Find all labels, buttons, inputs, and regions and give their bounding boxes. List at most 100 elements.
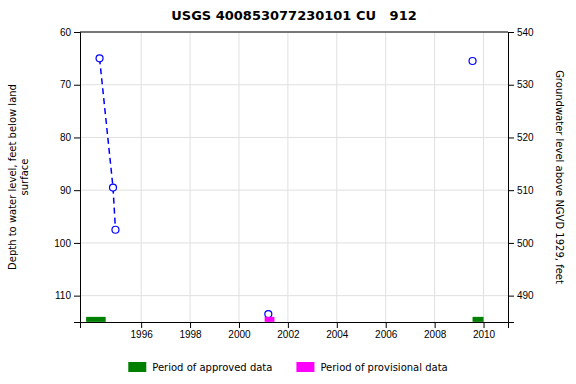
- tick-mark: [74, 85, 80, 86]
- title: USGS 400853077230101 CU 912: [171, 8, 417, 23]
- tick-label: 540: [517, 27, 534, 38]
- grid-line-x: [434, 32, 435, 322]
- tick: 70: [60, 79, 80, 90]
- tick-label: 70: [60, 79, 72, 90]
- tick-label: 1998: [179, 329, 202, 340]
- tick: 500: [508, 238, 534, 249]
- legend-label: Period of provisional data: [320, 362, 447, 373]
- tick-mark: [74, 190, 80, 191]
- grid-line-y: [80, 84, 508, 85]
- frame: [80, 32, 508, 33]
- tick-label: 2006: [375, 329, 398, 340]
- tick-label: 520: [517, 132, 534, 143]
- tick: 540: [508, 27, 534, 38]
- y-axis-line: [74, 33, 81, 323]
- tick-label: 2002: [277, 329, 300, 340]
- tick-label: 2010: [473, 329, 496, 340]
- point: [469, 58, 476, 65]
- period-bar: [473, 317, 484, 322]
- grid-line-y: [80, 137, 508, 138]
- tick: 2004: [326, 322, 349, 340]
- grid-line-x: [238, 32, 239, 322]
- tick-label: 100: [54, 238, 71, 249]
- tick: 2008: [424, 322, 447, 340]
- tick-mark: [337, 322, 338, 328]
- points: [96, 55, 476, 318]
- grid-line-y: [80, 242, 508, 243]
- tick: 490: [508, 290, 534, 301]
- tick-mark: [74, 32, 80, 33]
- point: [112, 226, 119, 233]
- tick-label: 1996: [131, 329, 154, 340]
- grid-line-x: [141, 32, 142, 322]
- tick-mark: [74, 243, 80, 244]
- tick-label: 500: [517, 238, 534, 249]
- tick-label: 2004: [326, 329, 349, 340]
- point: [96, 55, 103, 62]
- point: [265, 311, 272, 318]
- tick-mark: [508, 85, 514, 86]
- legend-label: Period of approved data: [152, 362, 272, 373]
- tick: 60: [60, 27, 80, 38]
- tick-label: 80: [60, 132, 72, 143]
- tick-mark: [508, 243, 514, 244]
- grid-line-x: [385, 32, 386, 322]
- tick: 1998: [179, 322, 202, 340]
- tick: 110: [55, 290, 80, 301]
- series-line: [100, 58, 116, 229]
- tick-mark: [141, 322, 142, 328]
- tick-mark: [508, 190, 514, 191]
- grid-line-x: [287, 32, 288, 322]
- grid-line-x: [336, 32, 337, 322]
- tick: 2002: [277, 322, 300, 340]
- tick-mark: [508, 137, 514, 138]
- tick-mark: [484, 322, 485, 328]
- marks: [86, 55, 483, 322]
- tick-label: 490: [517, 290, 534, 301]
- tick-label: 110: [55, 290, 71, 301]
- tick-mark: [190, 322, 191, 328]
- period-bar: [265, 317, 275, 322]
- legend-swatch: [128, 362, 146, 372]
- plot: 1996 1998 2000 2002 2004 2006 2008 2010 60 70 80 90…: [54, 27, 534, 340]
- tick: 100: [54, 238, 80, 249]
- point: [110, 184, 117, 191]
- tick-mark: [74, 137, 80, 138]
- tick: 520: [508, 132, 534, 143]
- tick-label: 2000: [228, 329, 251, 340]
- tick-mark: [239, 322, 240, 328]
- legend-swatch: [296, 362, 314, 372]
- tick-mark: [386, 322, 387, 328]
- y2-axis: 490 500 510 520 530 540: [508, 27, 534, 323]
- x-axis-line: [81, 323, 509, 329]
- tick: 80: [60, 132, 80, 143]
- tick-mark: [74, 296, 80, 297]
- tick-label: 90: [60, 185, 72, 196]
- period-bar: [86, 317, 106, 322]
- periods: [86, 317, 483, 322]
- y-axis-title: Depth to water level, feet below landsur…: [7, 84, 30, 270]
- tick: 90: [60, 185, 80, 196]
- tick-mark: [508, 296, 514, 297]
- grid-line-y: [80, 295, 508, 296]
- grid-line-x: [483, 32, 484, 322]
- legend: Period of approved data Period of provisi…: [128, 362, 447, 373]
- tick: 1996: [131, 322, 154, 340]
- tick-label: 2008: [424, 329, 447, 340]
- tick-label: 530: [517, 79, 534, 90]
- tick-mark: [508, 32, 514, 33]
- chart: 1996 1998 2000 2002 2004 2006 2008 2010 60 70 80 90…: [0, 0, 576, 384]
- y2-axis-title: Groundwater level above NGVD 1929, feet: [554, 70, 565, 284]
- lines: [100, 58, 116, 229]
- y-axis: 60 70 80 90 100 110: [54, 27, 80, 323]
- tick: 530: [508, 79, 534, 90]
- tick-mark: [435, 322, 436, 328]
- tick: 2010: [473, 322, 496, 340]
- grid-line-y: [80, 32, 508, 33]
- tick-label: 60: [60, 27, 72, 38]
- tick: 2000: [228, 322, 251, 340]
- grid-line-y: [80, 190, 508, 191]
- grid-line-x: [190, 32, 191, 322]
- tick: 2006: [375, 322, 398, 340]
- tick-label: 510: [517, 185, 534, 196]
